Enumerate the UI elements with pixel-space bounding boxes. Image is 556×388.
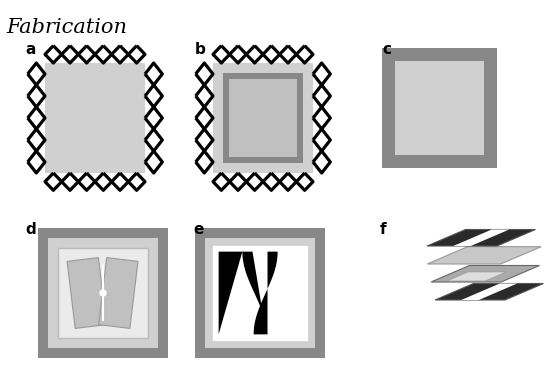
Polygon shape xyxy=(431,265,539,282)
Polygon shape xyxy=(98,258,138,328)
Polygon shape xyxy=(427,247,541,264)
Circle shape xyxy=(100,290,106,296)
Text: f: f xyxy=(380,222,386,237)
Polygon shape xyxy=(461,284,517,300)
Text: c: c xyxy=(382,42,391,57)
Text: e: e xyxy=(193,222,203,237)
Polygon shape xyxy=(435,284,544,300)
Polygon shape xyxy=(447,272,507,281)
Polygon shape xyxy=(219,252,266,334)
Polygon shape xyxy=(67,258,107,328)
Bar xyxy=(213,246,307,340)
Bar xyxy=(58,248,148,338)
Text: a: a xyxy=(25,42,36,57)
Bar xyxy=(382,48,497,168)
Bar xyxy=(213,63,313,173)
Text: Fabrication: Fabrication xyxy=(6,18,127,37)
Bar xyxy=(45,63,145,173)
Bar xyxy=(48,238,158,348)
Bar xyxy=(205,238,315,348)
Text: b: b xyxy=(195,42,206,57)
Text: d: d xyxy=(25,222,36,237)
Bar xyxy=(395,61,484,155)
Polygon shape xyxy=(453,229,509,246)
Bar xyxy=(195,228,325,358)
Polygon shape xyxy=(254,252,301,334)
Bar xyxy=(229,79,297,157)
Polygon shape xyxy=(427,229,535,246)
Bar xyxy=(223,73,303,163)
Bar xyxy=(38,228,168,358)
